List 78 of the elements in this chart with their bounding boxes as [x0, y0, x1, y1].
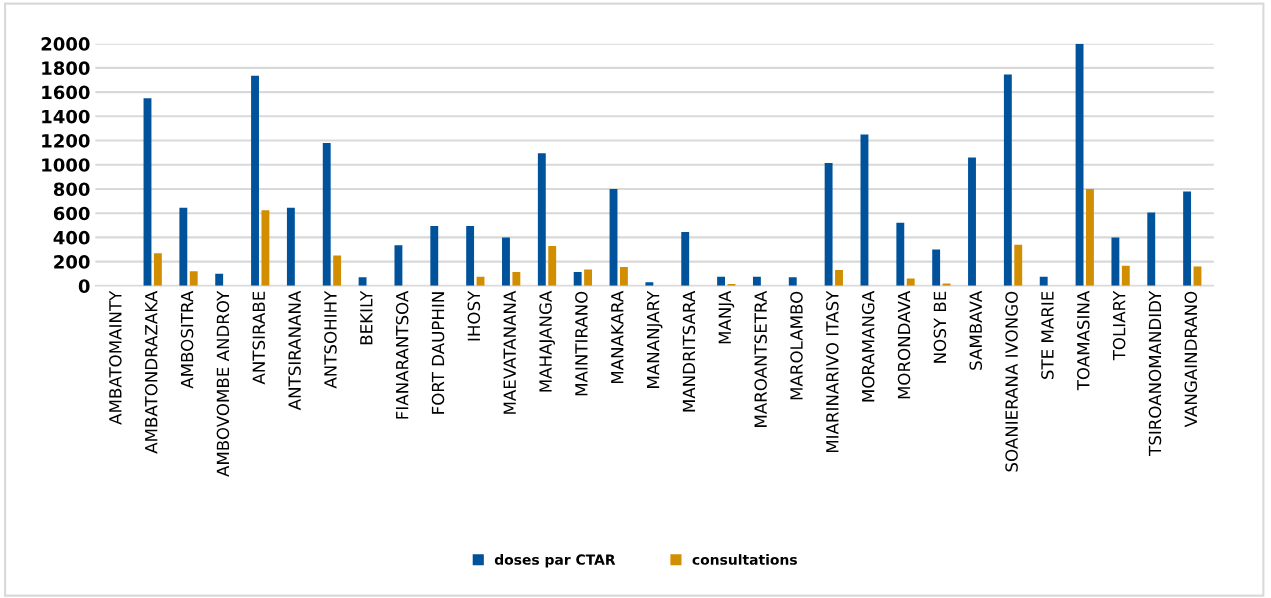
x-tick-label: VANGAINDRANO: [1184, 291, 1198, 428]
bar: [932, 249, 941, 286]
y-tick-label: 200: [54, 255, 90, 269]
bar: [619, 267, 628, 286]
x-tick-label: AMBATOMAINTY: [109, 290, 122, 425]
bar: [1111, 237, 1120, 286]
bar: [573, 271, 582, 286]
x-tick-label: NOSY BE: [933, 291, 947, 363]
x-tick-label: MANJA: [718, 290, 735, 344]
bar: [968, 157, 976, 286]
x-tick-label: TOLIARY: [1112, 290, 1126, 361]
x-tick-label: AMBOVOMBE ANDROY: [216, 290, 230, 477]
x-tick-label: MANDRITSARA: [682, 290, 696, 412]
bar: [824, 162, 833, 286]
x-tick-label: STE MARIE: [1041, 291, 1054, 379]
bar: [333, 255, 342, 286]
bar: [322, 142, 331, 286]
x-tick-label: SAMBAVA: [969, 290, 983, 370]
x-tick-label: ANTSIRANANA: [288, 290, 301, 411]
x-tick-label: MORONDAVA: [897, 290, 911, 399]
bar: [394, 245, 403, 286]
x-tick-label: FIANARANTSOA: [395, 290, 409, 419]
x-tick-label: AMBOSITRA: [180, 290, 194, 389]
bar: [179, 207, 188, 286]
x-tick-label: AMBATONDRAZAKA: [144, 290, 158, 454]
bar: [1003, 74, 1012, 286]
x-tick-label: TSIROANOMANDIDY: [1148, 290, 1162, 456]
bar: [537, 153, 546, 286]
legend-label: consultations: [692, 554, 797, 565]
x-tick-label: MANAKARA: [611, 290, 624, 384]
x-tick-label: IHOSY: [467, 290, 481, 341]
bar: [430, 225, 439, 286]
y-tick-label: 1400: [42, 109, 90, 124]
bar: [502, 237, 510, 286]
y-tick-label: 800: [53, 182, 90, 197]
bar: [512, 271, 521, 286]
y-tick-label: 1800: [42, 61, 90, 75]
bar: [584, 269, 593, 286]
y-tick-label: 2000: [41, 37, 90, 51]
x-tick-label: MAEVATANANA: [503, 290, 516, 414]
x-tick-label: MANANJARY: [647, 290, 663, 388]
y-tick-label: 1600: [42, 85, 90, 100]
x-tick-label: MAHAJANGA: [539, 290, 555, 392]
y-tick-label: 600: [53, 206, 90, 221]
bar: [1014, 244, 1023, 286]
bar: [251, 75, 259, 286]
x-tick-label: BEKILY: [360, 290, 373, 345]
bar: [358, 277, 367, 286]
x-tick-label: FORT DAUPHIN: [431, 292, 445, 414]
bar: [466, 225, 475, 286]
bar: [896, 222, 905, 286]
x-tick-label: MORAMANGA: [861, 290, 875, 402]
bar: [153, 253, 162, 286]
bar: [189, 271, 198, 286]
bar: [835, 270, 843, 286]
x-tick-label: ANTSIRABE: [252, 291, 266, 385]
bar: [1183, 191, 1192, 286]
bar: [1086, 188, 1094, 286]
y-tick-label: 1200: [42, 133, 90, 148]
bar: [788, 277, 797, 286]
x-tick-label: MAROLAMBO: [790, 291, 803, 400]
y-tick-label: 1000: [42, 158, 90, 172]
x-tick-label: MAROANTSETRA: [754, 290, 767, 427]
bar: [548, 245, 557, 286]
bar: [1147, 212, 1156, 286]
bar: [261, 210, 270, 286]
x-tick-label: MIARINARIVO ITASY: [826, 290, 839, 453]
legend-label: doses par CTAR: [494, 554, 616, 568]
y-tick-label: 400: [53, 230, 90, 245]
x-tick-label: SOANIERANA IVONGO: [1005, 291, 1018, 472]
x-tick-label: MAINTIRANO: [575, 291, 588, 396]
x-tick-label: ANTSOHIHY: [324, 290, 337, 389]
bar: [215, 273, 224, 286]
x-tick-label: TOAMASINA: [1076, 290, 1090, 391]
bar: [681, 231, 690, 286]
y-tick-label: 0: [78, 279, 90, 293]
bar: [286, 207, 295, 286]
bar: [1121, 265, 1130, 286]
